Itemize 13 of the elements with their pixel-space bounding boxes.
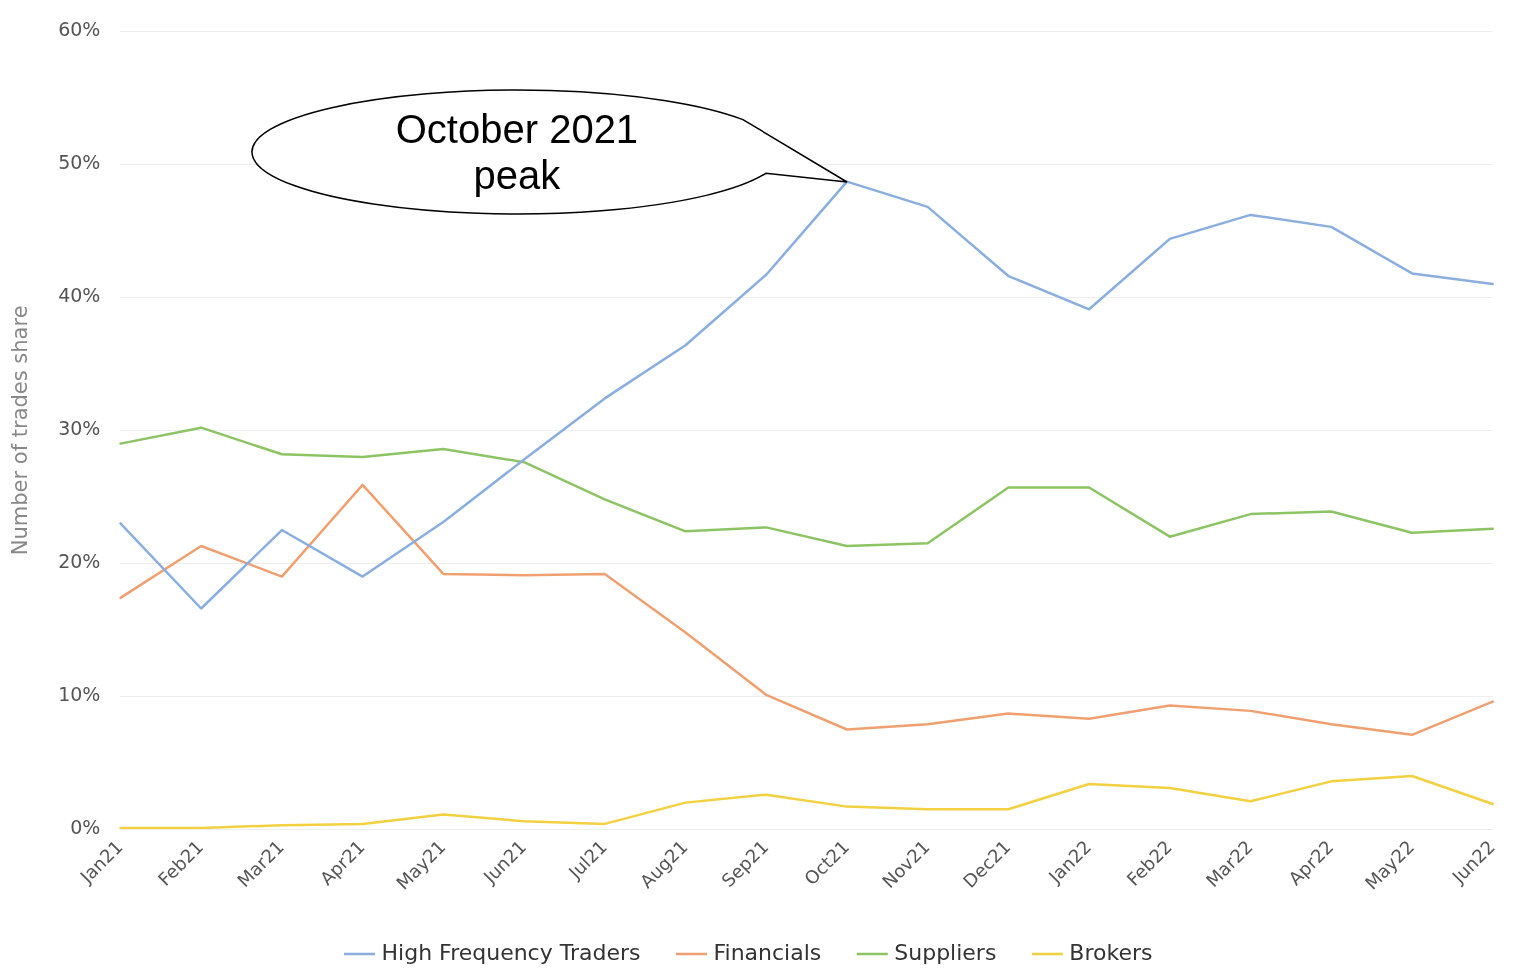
y-tick-label: 0% (70, 816, 101, 839)
y-tick-label: 20% (58, 550, 101, 573)
y-axis-title: Number of trades share (8, 305, 33, 556)
y-tick-label: 60% (58, 18, 101, 41)
legend-label: Suppliers (894, 939, 997, 965)
y-tick-label: 30% (58, 417, 101, 440)
y-tick-label: 40% (58, 284, 101, 307)
y-tick-label: 50% (58, 151, 101, 174)
legend-label: Brokers (1069, 939, 1153, 965)
legend-label: High Frequency Traders (381, 939, 641, 965)
y-tick-label: 10% (58, 683, 101, 706)
annotation: October 2021 peak (394, 105, 640, 198)
legend-label: Financials (713, 939, 822, 965)
